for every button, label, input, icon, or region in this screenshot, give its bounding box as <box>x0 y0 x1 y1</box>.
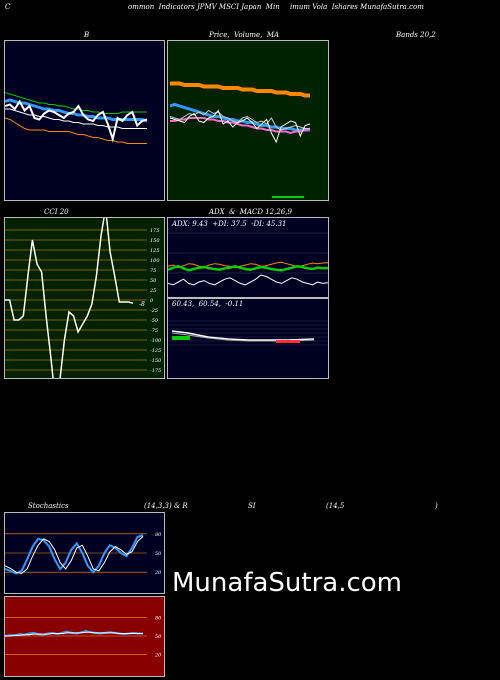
header-title-part2: imum Vola Ishares MunafaSutra.com <box>290 3 424 11</box>
header-title-part1: ommon Indicators JPMV MSCI Japan Min <box>128 3 280 11</box>
cci-tick-label: -100 <box>150 338 162 344</box>
stoch-title-end: ) <box>435 502 438 510</box>
cci-line <box>5 218 134 378</box>
bands-chart <box>5 92 148 144</box>
cci-tick-label: 0 <box>150 298 154 304</box>
stoch-tick-label: 80 <box>155 532 162 538</box>
macd-histogram-positive <box>172 336 190 340</box>
price-chart-panel <box>167 40 329 201</box>
cci-tick-label: 100 <box>150 258 160 264</box>
header-prefix: C <box>5 3 11 11</box>
price-close-line <box>169 109 311 144</box>
cci-tick-label: -125 <box>150 348 161 354</box>
cci-value-label: -8 <box>139 301 145 308</box>
stoch-title-si: SI <box>248 502 256 510</box>
watermark: MunafaSutra.com <box>172 568 403 598</box>
bands-panel-title: B <box>84 31 90 39</box>
stoch-tick-label: 50 <box>155 551 162 557</box>
adx-values-text: ADX: 9.43 +DI: 37.5 -DI: 45.31 <box>172 220 287 228</box>
rsi-mfi-line <box>5 631 143 637</box>
price-ma-short-line <box>170 117 311 135</box>
cci-chart-panel: 175 150 125 100 75 50 25 0 -25 -50 -75 -100 -125 -150… <box>4 217 165 379</box>
stoch-chart-panel: 80 50 20 <box>4 512 165 594</box>
stoch-k-line <box>5 534 144 575</box>
cci-chart: 175 150 125 100 75 50 25 0 -25 -50 -75 -100 -125 -150… <box>5 218 162 378</box>
cci-tick-label: 125 <box>150 248 160 254</box>
rsi-tick-label: 20 <box>154 653 162 659</box>
cci-tick-label: 50 <box>150 278 157 284</box>
adx-chart-panel: ADX: 9.43 +DI: 37.5 -DI: 45.31 <box>167 217 329 298</box>
price-chart <box>169 81 311 198</box>
bands-price-line <box>5 99 148 143</box>
macd-values-text: 60.43, 60.54, -0.11 <box>172 300 244 308</box>
adx-macd-panel-title: ADX & MACD 12,26,9 <box>209 208 292 216</box>
price-ma-long-line <box>170 81 310 98</box>
cci-tick-label: 75 <box>150 268 156 274</box>
macd-chart-panel: 60.43, 60.54, -0.11 <box>167 298 329 379</box>
price-band-line <box>169 109 310 131</box>
stoch-title-mid: (14,3,3) & R <box>144 502 188 510</box>
bands-right-title: Bands 20,2 <box>396 31 436 39</box>
price-panel-title: Price, Volume, MA <box>209 31 280 39</box>
cci-tick-label: 150 <box>150 238 160 244</box>
macd-histogram-negative <box>276 340 300 343</box>
cci-tick-label: 175 <box>150 228 160 234</box>
stoch-title-left: Stochastics <box>28 502 69 510</box>
macd-chart <box>168 320 328 346</box>
cci-tick-label: -75 <box>150 328 158 334</box>
rsi-chart: 80 50 20 <box>5 615 162 659</box>
rsi-tick-label: 80 <box>155 615 162 621</box>
stoch-chart: 80 50 20 <box>5 532 162 576</box>
bands-lower-line <box>5 117 147 144</box>
stoch-d-line <box>5 536 144 575</box>
bands-mid-line <box>5 108 147 129</box>
cci-tick-label: -150 <box>150 358 162 364</box>
cci-tick-label: 25 <box>149 288 156 294</box>
cci-panel-title: CCI 20 <box>44 208 69 216</box>
rsi-tick-label: 50 <box>155 634 162 640</box>
cci-tick-label: -25 <box>150 308 158 314</box>
adx-line <box>168 274 328 286</box>
stoch-title-rsi: (14,5 <box>326 502 345 510</box>
cci-tick-label: -50 <box>150 318 159 324</box>
rsi-chart-panel: 80 50 20 <box>4 596 165 677</box>
bands-chart-panel <box>4 40 165 201</box>
stoch-tick-label: 20 <box>154 570 162 576</box>
cci-tick-label: -175 <box>150 368 161 374</box>
adx-chart <box>168 232 328 286</box>
adx-plus-di-line <box>168 264 328 272</box>
